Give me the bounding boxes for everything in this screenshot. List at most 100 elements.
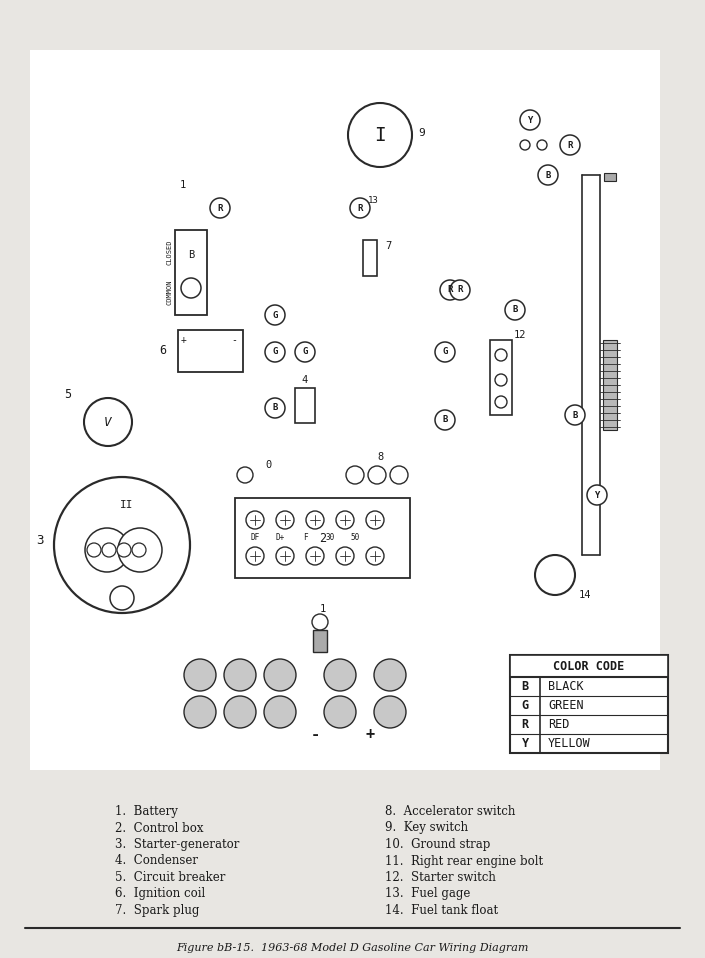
Circle shape [537, 140, 547, 150]
Circle shape [84, 398, 132, 446]
Circle shape [117, 543, 131, 557]
Text: 6: 6 [159, 345, 166, 357]
Circle shape [110, 586, 134, 610]
Text: 12: 12 [514, 330, 526, 340]
Text: B: B [545, 171, 551, 179]
Text: +: + [498, 351, 503, 359]
Circle shape [560, 135, 580, 155]
Circle shape [350, 198, 370, 218]
Text: 7: 7 [385, 241, 391, 251]
Circle shape [184, 696, 216, 728]
Circle shape [54, 477, 190, 613]
Text: -: - [310, 727, 319, 742]
Text: II: II [121, 500, 134, 510]
Circle shape [295, 342, 315, 362]
Circle shape [450, 280, 470, 300]
Circle shape [374, 659, 406, 691]
Circle shape [306, 511, 324, 529]
Circle shape [246, 547, 264, 565]
Circle shape [440, 280, 460, 300]
Circle shape [265, 398, 285, 418]
Text: D+: D+ [373, 472, 381, 478]
Text: I: I [374, 125, 386, 145]
Text: 12.  Starter switch: 12. Starter switch [385, 871, 496, 884]
Text: 8.  Accelerator switch: 8. Accelerator switch [385, 805, 515, 818]
Text: -: - [231, 335, 237, 345]
Text: G: G [272, 348, 278, 356]
Circle shape [224, 696, 256, 728]
Text: COLOR CODE: COLOR CODE [553, 659, 625, 673]
Text: 0: 0 [265, 460, 271, 470]
Circle shape [587, 485, 607, 505]
Text: 10.  Ground strap: 10. Ground strap [385, 838, 491, 851]
Text: 2.  Control box: 2. Control box [115, 822, 204, 834]
Text: DF: DF [351, 472, 360, 478]
Circle shape [435, 410, 455, 430]
Bar [604, 173, 616, 181]
Text: RED: RED [548, 718, 570, 731]
Text: Y: Y [594, 490, 600, 499]
Bar [363, 240, 377, 276]
Text: +: + [181, 335, 187, 345]
Circle shape [264, 696, 296, 728]
Text: B: B [188, 250, 194, 260]
Circle shape [348, 103, 412, 167]
Text: 30: 30 [326, 534, 335, 542]
Bar [295, 388, 315, 423]
Circle shape [276, 547, 294, 565]
Circle shape [538, 165, 558, 185]
Circle shape [87, 543, 101, 557]
Text: 3: 3 [36, 534, 44, 546]
Text: 13: 13 [368, 195, 379, 204]
Circle shape [390, 466, 408, 484]
Text: BLACK: BLACK [548, 680, 584, 693]
Text: 14: 14 [579, 590, 591, 600]
Text: R: R [217, 203, 223, 213]
Bar [313, 630, 327, 652]
Text: 9.  Key switch: 9. Key switch [385, 822, 468, 834]
Circle shape [565, 405, 585, 425]
Bar [582, 175, 600, 555]
Bar [235, 498, 410, 578]
Text: D+: D+ [276, 534, 285, 542]
Text: R: R [458, 285, 462, 294]
Text: 50: 50 [350, 534, 360, 542]
Text: 9: 9 [419, 128, 425, 138]
Circle shape [495, 349, 507, 361]
Circle shape [118, 528, 162, 572]
Circle shape [346, 466, 364, 484]
Circle shape [312, 614, 328, 630]
Text: G: G [442, 348, 448, 356]
Circle shape [368, 466, 386, 484]
Text: R: R [447, 285, 453, 294]
Text: DF: DF [250, 534, 259, 542]
Circle shape [276, 511, 294, 529]
Text: 7.  Spark plug: 7. Spark plug [115, 904, 200, 917]
Text: 14.  Fuel tank float: 14. Fuel tank float [385, 904, 498, 917]
Text: 4: 4 [302, 375, 308, 385]
Text: G: G [302, 348, 307, 356]
Text: 8: 8 [377, 452, 383, 462]
Circle shape [306, 547, 324, 565]
Text: 11.  Right rear engine bolt: 11. Right rear engine bolt [385, 855, 543, 868]
Circle shape [210, 198, 230, 218]
Text: R: R [522, 718, 529, 731]
Text: 5.  Circuit breaker: 5. Circuit breaker [115, 871, 226, 884]
Circle shape [264, 659, 296, 691]
Text: B: B [272, 403, 278, 413]
Circle shape [237, 467, 253, 483]
Text: Y: Y [522, 737, 529, 750]
Text: G: G [272, 310, 278, 320]
Text: 2: 2 [319, 532, 326, 544]
Text: 5: 5 [64, 387, 72, 400]
Circle shape [265, 342, 285, 362]
Bar [175, 230, 207, 315]
Text: 13.  Fuel gage: 13. Fuel gage [385, 887, 470, 901]
Bar [603, 340, 617, 430]
Text: Y: Y [527, 116, 533, 125]
Circle shape [336, 511, 354, 529]
Text: 1.  Battery: 1. Battery [115, 805, 178, 818]
Bar [510, 655, 668, 677]
Text: G: G [522, 699, 529, 712]
Text: B: B [442, 416, 448, 424]
